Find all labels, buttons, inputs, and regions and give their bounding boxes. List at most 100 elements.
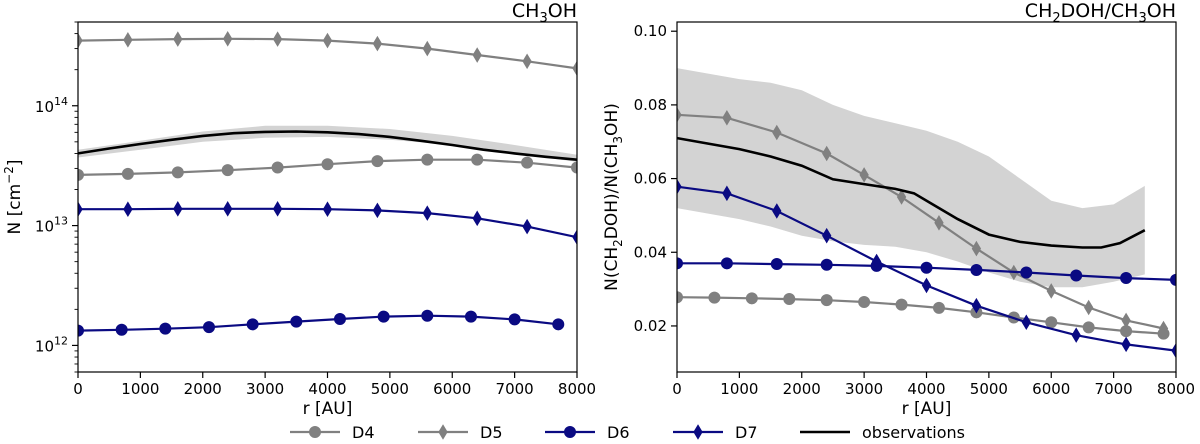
marker-d5 [173,31,183,47]
marker-d5 [677,107,682,123]
series-d7 [677,178,1176,359]
x-tick-label: 0 [73,380,83,398]
marker-d7 [1071,327,1081,343]
marker-d6 [115,323,128,336]
series-d7 [78,201,577,245]
marker-d5 [272,31,283,47]
line-observations [677,136,1146,249]
legend-label: D5 [480,423,503,442]
marker-d7 [722,185,732,202]
legend-entry-d5: D5 [418,423,503,442]
marker-d4 [708,291,721,304]
marker-d6 [78,324,84,337]
marker-d5 [1084,299,1094,316]
marker-d7 [921,277,932,294]
marker-d4 [78,168,84,181]
marker-d6 [1070,269,1083,282]
marker-d6 [552,318,565,331]
marker-d5 [422,40,432,57]
plot-area [677,68,1176,359]
chart-deuteration-ratio: 0 1000 2000 3000 4000 5000 6000 7000 8000 0.02 0.0… [602,0,1195,419]
marker-d7 [1021,314,1031,331]
marker-d4 [1082,321,1095,334]
marker-d6 [377,310,390,323]
marker-d6 [770,258,783,271]
y-tick-label: 0.10 [634,22,667,40]
x-tick-label: 2000 [783,380,821,398]
marker-d6 [677,257,683,270]
marker-d5 [934,215,944,231]
marker-d4 [271,161,284,174]
marker-d4 [121,167,134,180]
y-tick-label: 0.02 [634,317,667,335]
x-tick-label: 4000 [907,380,945,398]
marker-d4 [1045,316,1058,329]
marker-d6 [1020,266,1033,279]
marker-d5 [472,47,482,63]
marker-d7 [173,201,183,217]
marker-d4 [571,161,577,174]
marker-d6 [202,321,215,334]
marker-d7 [522,218,532,235]
marker-d7 [971,297,982,314]
y-tick-label: 0.06 [634,170,667,188]
legend-entry-d6: D6 [545,423,630,442]
marker-d5 [1046,283,1056,299]
marker-d6 [464,310,477,323]
legend-label: D7 [735,423,758,442]
marker-d7 [422,205,432,221]
observation-uncertainty-band [677,68,1145,288]
x-tick-label: 5000 [371,380,409,398]
line-d6 [78,314,559,332]
y-tick-label: 1014 [35,95,68,116]
marker-d7 [272,201,283,217]
marker-d6 [508,313,521,326]
legend-marker [309,426,321,438]
marker-d6 [970,263,983,276]
marker-d5 [822,145,832,162]
marker-d6 [290,315,303,328]
x-tick-label: 4000 [308,380,346,398]
marker-d5 [859,167,869,183]
marker-d4 [858,296,871,308]
marker-d4 [471,153,484,166]
marker-d5 [572,60,577,77]
y-tick-label: 0.04 [634,243,667,261]
marker-d7 [472,210,482,227]
marker-d5 [1121,312,1131,329]
series-observations [78,130,577,161]
x-tick-label: 1000 [121,380,159,398]
x-axis-label: r [AU] [902,399,952,419]
line-observations [78,130,577,161]
marker-d5 [522,53,532,70]
marker-d4 [745,292,758,305]
x-tick-label: 1000 [720,380,758,398]
marker-d4 [820,294,833,307]
marker-d7 [572,229,577,245]
marker-d5 [78,32,83,49]
x-tick-label: 8000 [558,380,596,398]
marker-d5 [322,32,333,49]
marker-d4 [171,166,184,179]
marker-d4 [371,155,384,168]
y-axis-label: N(CH2DOH)/N(CH3OH) [602,103,625,291]
marker-d7 [123,201,133,217]
chart-column-density: 0 1000 2000 3000 4000 5000 6000 7000 8000 1012 101… [2,0,596,419]
marker-d6 [159,322,172,335]
marker-d5 [772,124,782,141]
x-tick-label: 8000 [1157,380,1195,398]
legend: D4 D5 D6 D7 observations [290,423,965,442]
series-d4 [78,153,577,181]
series-d4 [677,291,1170,340]
line-d4 [677,296,1164,335]
marker-d7 [1121,336,1131,353]
series-d5 [78,31,577,77]
x-tick-label: 3000 [845,380,883,398]
marker-d6 [1170,273,1176,286]
y-tick-label: 1012 [35,334,68,355]
y-tick-label: 1013 [35,215,68,236]
marker-d7 [223,201,233,217]
marker-d4 [521,156,534,169]
marker-d7 [772,203,782,219]
